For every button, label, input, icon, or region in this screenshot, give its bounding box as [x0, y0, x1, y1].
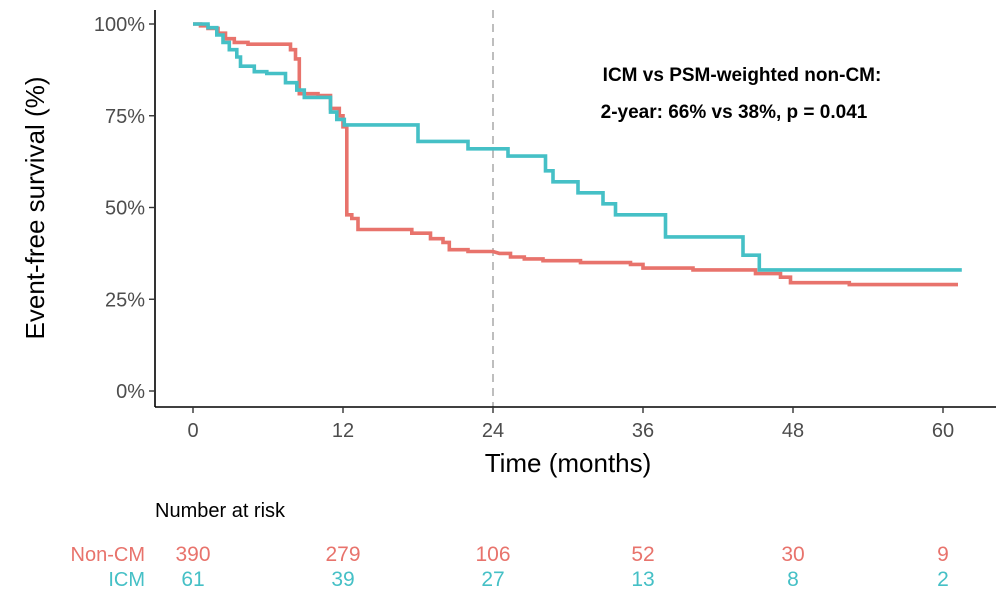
- risk-count-noncm: 279: [325, 543, 360, 566]
- risk-count-noncm: 106: [475, 543, 510, 566]
- x-tick-label: 60: [932, 420, 954, 442]
- y-tick-label: 25%: [105, 289, 145, 311]
- risk-count-noncm: 390: [175, 543, 210, 566]
- risk-count-icm: 8: [787, 568, 799, 591]
- risk-count-icm: 27: [481, 568, 504, 591]
- y-tick-label: 50%: [105, 198, 145, 220]
- risk-count-noncm: 9: [937, 543, 949, 566]
- y-axis-title: Event-free survival (%): [20, 77, 50, 340]
- y-tick-label: 100%: [94, 14, 145, 36]
- x-tick-label: 48: [782, 420, 804, 442]
- annotation-line-2: 2-year: 66% vs 38%, p = 0.041: [601, 102, 868, 123]
- axes: 0% 25% 50% 75% 100% 0 12 24 36 48 60: [94, 10, 996, 442]
- risk-count-noncm: 30: [781, 543, 804, 566]
- risk-table: Number at risk Non-CM 390 279 106 52 30 9 ICM 61 3…: [71, 500, 949, 591]
- axis-labels: Time (months) Event-free survival (%) ICM …: [20, 65, 881, 478]
- annotation-line-1: ICM vs PSM-weighted non-CM:: [603, 65, 882, 86]
- risk-row-label-noncm: Non-CM: [71, 544, 145, 566]
- risk-table-title: Number at risk: [155, 500, 286, 522]
- risk-count-icm: 13: [631, 568, 654, 591]
- survival-curve-noncm: [193, 22, 958, 287]
- x-tick-label: 12: [332, 420, 354, 442]
- x-tick-label: 0: [187, 420, 198, 442]
- x-tick-label: 36: [632, 420, 654, 442]
- risk-count-noncm: 52: [631, 543, 654, 566]
- risk-row-label-icm: ICM: [108, 569, 145, 591]
- risk-count-icm: 2: [937, 568, 949, 591]
- x-tick-label: 24: [482, 420, 504, 442]
- risk-count-icm: 61: [181, 568, 204, 591]
- x-axis-title: Time (months): [485, 448, 652, 478]
- plot-panel: [193, 10, 962, 407]
- y-tick-label: 0%: [116, 381, 145, 403]
- survival-curve-icm: [193, 22, 962, 272]
- risk-count-icm: 39: [331, 568, 354, 591]
- y-tick-label: 75%: [105, 106, 145, 128]
